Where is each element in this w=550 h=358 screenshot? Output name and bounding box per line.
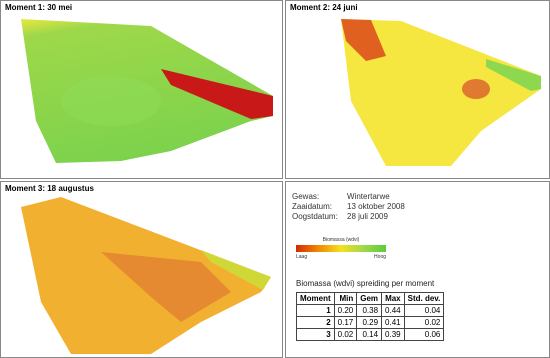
info-value: Wintertarwe <box>347 192 390 202</box>
map-panel: Moment 1: 30 mei <box>0 0 283 179</box>
header-cell: Std. dev. <box>404 293 444 305</box>
legend-low: Laag <box>296 254 307 260</box>
info-row: Oogstdatum:28 juli 2009 <box>292 212 405 222</box>
info-key: Gewas: <box>292 192 347 202</box>
info-key: Oogstdatum: <box>292 212 347 222</box>
table-cell: 0.39 <box>382 329 405 341</box>
table-cell: 0.17 <box>334 317 357 329</box>
zone <box>462 79 490 99</box>
info-value: 13 oktober 2008 <box>347 202 405 212</box>
legend-high: Hoog <box>374 254 386 260</box>
table-title: Biomassa (wdvi) spreiding per moment <box>296 279 434 288</box>
table-cell: 0.14 <box>357 329 382 341</box>
panel-title: Moment 1: 30 mei <box>5 3 72 12</box>
table-cell: 0.41 <box>382 317 405 329</box>
table-cell: 0.44 <box>382 305 405 317</box>
info-row: Zaaidatum:13 oktober 2008 <box>292 202 405 212</box>
map-panel: Moment 3: 18 augustus <box>0 181 283 358</box>
legend-title: Biomassa (wdvi) <box>296 237 386 243</box>
map-panel: Moment 2: 24 juni <box>285 0 550 179</box>
header-cell: Max <box>382 293 405 305</box>
map <box>1 182 284 358</box>
map <box>286 1 550 180</box>
table-cell: 2 <box>297 317 335 329</box>
table-cell: 0.04 <box>404 305 444 317</box>
map <box>1 1 284 180</box>
table-cell: 1 <box>297 305 335 317</box>
header-cell: Min <box>334 293 357 305</box>
panel-title: Moment 3: 18 augustus <box>5 184 94 193</box>
info-value: 28 juli 2009 <box>347 212 388 222</box>
table-cell: 0.29 <box>357 317 382 329</box>
table-cell: 3 <box>297 329 335 341</box>
info-row: Gewas:Wintertarwe <box>292 192 405 202</box>
panel-title: Moment 2: 24 juni <box>290 3 358 12</box>
figure: Moment 1: 30 mei Moment 2: 24 juni Momen… <box>0 0 550 358</box>
legend: Biomassa (wdvi) Laag Hoog <box>296 237 386 260</box>
table-cell: 0.06 <box>404 329 444 341</box>
table-cell: 0.38 <box>357 305 382 317</box>
zone <box>61 76 161 126</box>
table-cell: 0.20 <box>334 305 357 317</box>
legend-bar <box>296 245 386 252</box>
info-key: Zaaidatum: <box>292 202 347 212</box>
table-cell: 0.02 <box>404 317 444 329</box>
header-cell: Gem <box>357 293 382 305</box>
header-cell: Moment <box>297 293 335 305</box>
table-cell: 0.02 <box>334 329 357 341</box>
